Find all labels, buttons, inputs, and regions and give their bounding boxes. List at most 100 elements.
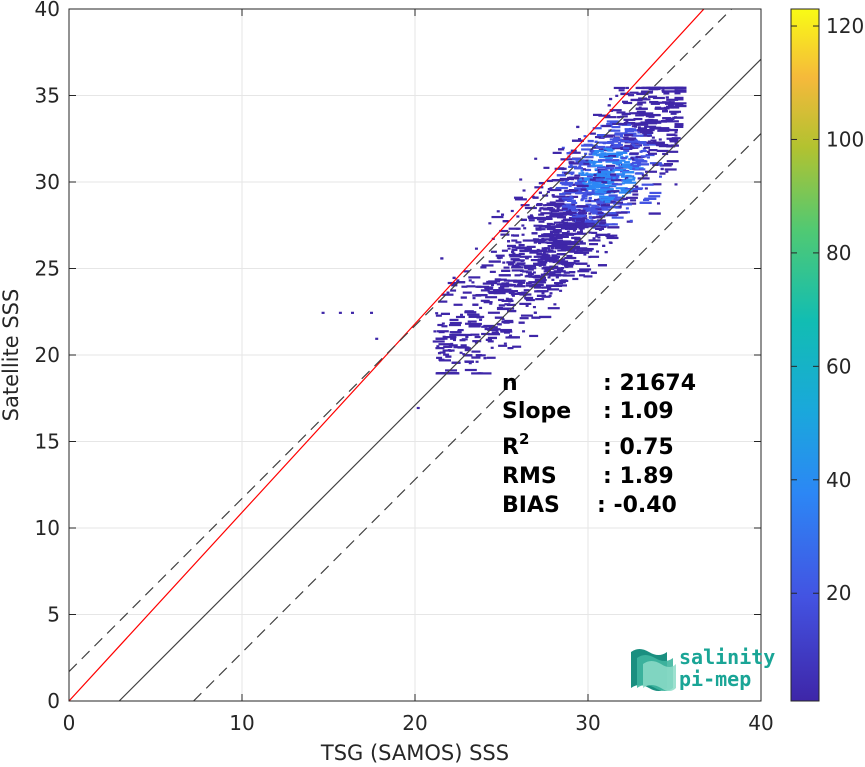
- density-point: [533, 286, 543, 289]
- density-point: [625, 155, 629, 158]
- density-point: [646, 156, 650, 159]
- density-point: [589, 181, 602, 184]
- density-point: [636, 110, 646, 113]
- density-point: [561, 207, 568, 210]
- density-point: [526, 245, 536, 248]
- density-point: [501, 269, 511, 272]
- density-point: [571, 201, 578, 205]
- density-point: [610, 143, 623, 147]
- density-point: [553, 303, 557, 306]
- density-point: [601, 205, 614, 208]
- density-point: [620, 140, 630, 143]
- density-point: [459, 351, 463, 354]
- density-point: [543, 267, 550, 270]
- density-point: [541, 254, 551, 258]
- density-point: [617, 168, 624, 172]
- density-point: [547, 223, 551, 227]
- density-point: [558, 221, 568, 224]
- density-point: [674, 134, 678, 137]
- density-point: [529, 285, 542, 288]
- density-point: [507, 336, 520, 339]
- density-point: [541, 295, 551, 298]
- density-point: [480, 299, 490, 302]
- density-point: [524, 296, 534, 300]
- density-point: [595, 206, 605, 209]
- density-point: [437, 323, 444, 327]
- density-point: [584, 161, 597, 164]
- density-point: [520, 259, 524, 262]
- density-point: [502, 288, 512, 291]
- density-point: [562, 248, 575, 252]
- x-tick-label: 0: [63, 711, 76, 735]
- density-point: [625, 139, 635, 142]
- density-point: [610, 174, 620, 177]
- density-point: [546, 241, 559, 244]
- density-point: [451, 361, 461, 364]
- density-point: [646, 150, 650, 153]
- density-point: [487, 336, 497, 340]
- density-point: [573, 167, 583, 170]
- density-point: [588, 231, 592, 234]
- density-point: [606, 236, 619, 240]
- density-point: [493, 289, 500, 292]
- density-point: [564, 189, 577, 193]
- density-point: [611, 223, 618, 226]
- density-point: [546, 202, 556, 205]
- density-point: [540, 212, 553, 215]
- density-point: [533, 224, 543, 227]
- density-point: [321, 311, 325, 314]
- density-point: [538, 209, 542, 212]
- density-point: [591, 211, 595, 214]
- density-point: [589, 132, 596, 135]
- density-point: [657, 101, 667, 104]
- density-point: [609, 120, 619, 124]
- stat-bias-value: : -0.40: [597, 493, 677, 518]
- density-point: [586, 175, 593, 178]
- density-point: [559, 178, 569, 181]
- density-point: [576, 231, 583, 234]
- density-point: [615, 163, 619, 166]
- density-point: [663, 92, 670, 95]
- density-point: [615, 211, 628, 214]
- density-point: [623, 101, 633, 105]
- density-point: [487, 290, 497, 293]
- density-point: [609, 109, 613, 112]
- density-point: [559, 193, 566, 196]
- density-point: [630, 165, 640, 168]
- density-point: [441, 322, 445, 325]
- density-point: [442, 335, 446, 338]
- density-point: [536, 248, 540, 252]
- density-point: [453, 346, 466, 349]
- density-point: [605, 156, 612, 160]
- density-point: [488, 280, 501, 283]
- density-point: [647, 118, 654, 122]
- density-point: [552, 202, 565, 205]
- density-point: [633, 117, 643, 121]
- density-point: [461, 285, 468, 288]
- y-tick-label: 30: [35, 170, 60, 194]
- density-point: [637, 187, 644, 190]
- density-point: [583, 249, 593, 252]
- density-point: [510, 258, 520, 261]
- density-point: [561, 181, 574, 185]
- density-point: [662, 110, 669, 113]
- density-point: [502, 283, 512, 286]
- density-point: [597, 171, 607, 174]
- density-point: [608, 129, 621, 132]
- density-point: [589, 144, 593, 147]
- density-point: [480, 266, 487, 269]
- density-point: [635, 107, 648, 110]
- stat-n-value: : 21674: [603, 371, 696, 396]
- density-point: [544, 249, 548, 252]
- density-point: [665, 96, 669, 99]
- density-point: [498, 323, 502, 326]
- density-point: [513, 196, 523, 199]
- density-point: [643, 198, 650, 202]
- density-point: [485, 296, 498, 299]
- salinity-pimep-logo: salinity pi-mep: [631, 645, 775, 691]
- density-point: [581, 156, 594, 159]
- density-point: [603, 223, 616, 226]
- density-point: [593, 150, 600, 153]
- density-point: [533, 276, 543, 279]
- density-point: [597, 141, 610, 144]
